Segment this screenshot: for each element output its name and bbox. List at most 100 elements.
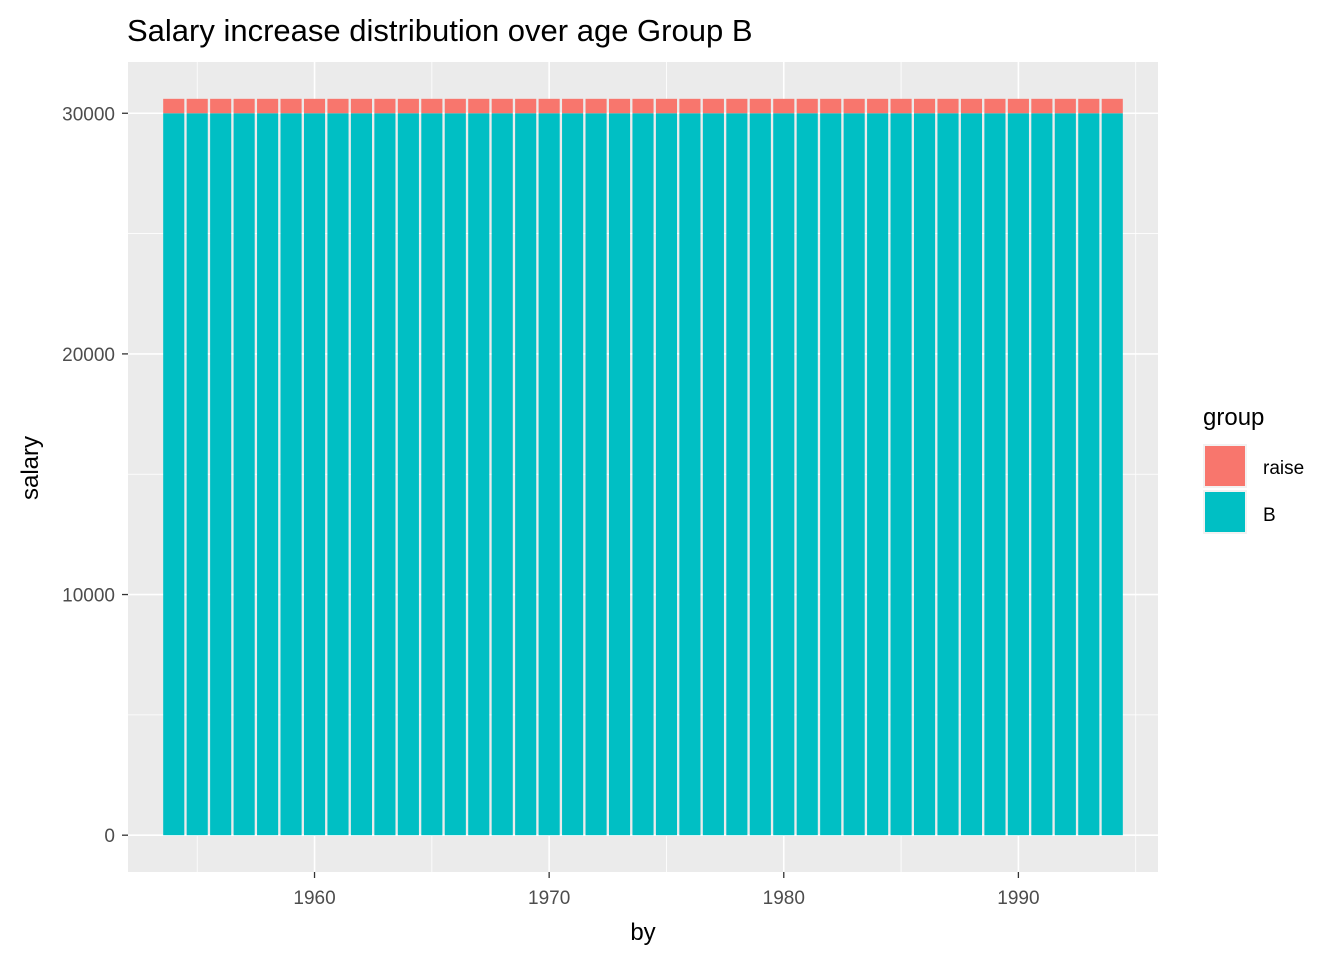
- bar-b-1992: [1054, 113, 1076, 836]
- bar-raise-1978: [726, 98, 748, 114]
- bars: [163, 98, 1123, 836]
- bar-b-1976: [679, 113, 701, 836]
- bar-b-1989: [984, 113, 1006, 836]
- y-tick-label: 20000: [62, 345, 115, 366]
- bar-raise-1972: [585, 98, 607, 114]
- bar-raise-1990: [1007, 98, 1029, 114]
- bar-b-1980: [773, 113, 795, 836]
- bar-b-1955: [186, 113, 208, 836]
- x-tick-label: 1990: [997, 888, 1039, 909]
- bar-b-1966: [444, 113, 466, 836]
- bar-b-1990: [1007, 113, 1029, 836]
- bar-raise-1970: [538, 98, 560, 114]
- bar-b-1958: [257, 113, 279, 836]
- bar-b-1956: [210, 113, 232, 836]
- bar-raise-1982: [820, 98, 842, 114]
- bar-b-1960: [303, 113, 326, 836]
- bar-b-1987: [937, 113, 959, 836]
- bar-b-1962: [350, 113, 373, 836]
- bar-b-1984: [867, 113, 889, 836]
- bar-b-1978: [726, 113, 748, 836]
- bar-raise-1968: [491, 98, 513, 114]
- x-tick-label: 1970: [528, 888, 570, 909]
- legend-swatch-b: [1205, 492, 1245, 532]
- legend: group raise B: [1203, 404, 1304, 534]
- bar-raise-1962: [350, 98, 373, 114]
- bar-b-1971: [562, 113, 584, 836]
- bar-b-1970: [538, 113, 560, 836]
- bar-raise-1969: [515, 98, 537, 114]
- bar-raise-1991: [1031, 98, 1053, 114]
- bar-raise-1960: [303, 98, 326, 114]
- x-tick-label: 1960: [293, 888, 335, 909]
- bar-b-1977: [702, 113, 724, 836]
- bar-raise-1955: [186, 98, 208, 114]
- bar-raise-1975: [655, 98, 678, 114]
- bar-b-1969: [515, 113, 537, 836]
- bar-b-1975: [655, 113, 678, 836]
- bar-raise-1956: [210, 98, 232, 114]
- bar-b-1973: [608, 113, 631, 836]
- legend-title: group: [1203, 404, 1264, 431]
- y-axis-title: salary: [17, 436, 44, 500]
- bar-b-1991: [1031, 113, 1053, 836]
- bar-b-1993: [1078, 113, 1100, 836]
- bar-b-1954: [163, 113, 185, 836]
- y-tick-label: 10000: [62, 586, 115, 607]
- bar-raise-1983: [843, 98, 865, 114]
- bar-raise-1988: [960, 98, 983, 114]
- bar-raise-1989: [984, 98, 1006, 114]
- bar-b-1983: [843, 113, 865, 836]
- x-axis-title: by: [630, 919, 655, 946]
- bar-raise-1971: [562, 98, 584, 114]
- bar-raise-1966: [444, 98, 466, 114]
- bar-b-1979: [749, 113, 771, 836]
- bar-b-1981: [796, 113, 818, 836]
- axes: 1960 1970 1980 1990 0 10000 20000 30000: [62, 104, 1039, 909]
- y-tick-label: 0: [104, 826, 115, 847]
- y-tick-label: 30000: [62, 104, 115, 125]
- bar-b-1965: [421, 113, 443, 836]
- bar-raise-1984: [867, 98, 889, 114]
- chart-title: Salary increase distribution over age Gr…: [127, 13, 753, 48]
- bar-raise-1967: [468, 98, 490, 114]
- bar-raise-1959: [280, 98, 302, 114]
- legend-swatch-raise: [1205, 446, 1245, 486]
- bar-b-1967: [468, 113, 490, 836]
- bar-raise-1994: [1101, 98, 1123, 114]
- bar-raise-1976: [679, 98, 701, 114]
- bar-raise-1964: [397, 98, 419, 114]
- bar-raise-1965: [421, 98, 443, 114]
- bar-raise-1993: [1078, 98, 1100, 114]
- bar-b-1957: [233, 113, 255, 836]
- bar-b-1972: [585, 113, 607, 836]
- bar-raise-1974: [632, 98, 654, 114]
- bar-b-1986: [913, 113, 936, 836]
- bar-b-1985: [890, 113, 912, 836]
- bar-raise-1987: [937, 98, 959, 114]
- bar-raise-1985: [890, 98, 912, 114]
- bar-b-1959: [280, 113, 302, 836]
- bar-raise-1986: [913, 98, 936, 114]
- bar-raise-1979: [749, 98, 771, 114]
- bar-raise-1954: [163, 98, 185, 114]
- bar-b-1963: [374, 113, 396, 836]
- bar-raise-1992: [1054, 98, 1076, 114]
- legend-label-raise: raise: [1263, 458, 1304, 479]
- bar-raise-1973: [608, 98, 631, 114]
- bar-b-1988: [960, 113, 983, 836]
- bar-raise-1958: [257, 98, 279, 114]
- bar-raise-1981: [796, 98, 818, 114]
- bar-raise-1963: [374, 98, 396, 114]
- bar-raise-1961: [327, 98, 349, 114]
- bar-b-1964: [397, 113, 419, 836]
- legend-label-b: B: [1263, 505, 1276, 526]
- bar-raise-1980: [773, 98, 795, 114]
- bar-raise-1977: [702, 98, 724, 114]
- bar-b-1968: [491, 113, 513, 836]
- x-tick-label: 1980: [763, 888, 805, 909]
- bar-b-1974: [632, 113, 654, 836]
- bar-raise-1957: [233, 98, 255, 114]
- bar-b-1961: [327, 113, 349, 836]
